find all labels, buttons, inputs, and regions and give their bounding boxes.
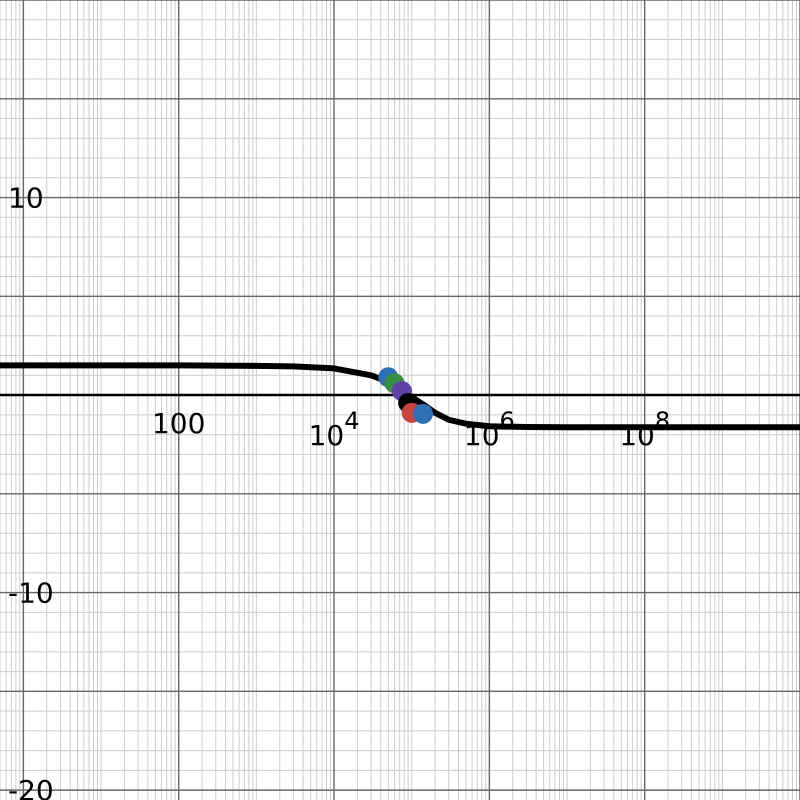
- y-tick-label: 10: [8, 182, 44, 215]
- curves: [0, 362, 800, 431]
- y-tick-label: -10: [8, 577, 54, 610]
- x-tick-label: 106: [464, 407, 515, 452]
- x-tick-label: 100: [152, 407, 205, 440]
- y-tick-label: -20: [8, 774, 54, 800]
- x-tick-label: 108: [619, 407, 670, 452]
- series-line: [0, 362, 800, 431]
- data-point: [413, 403, 434, 424]
- tick-labels: 100 104 106 108 10 -10 -20: [8, 182, 670, 800]
- x-tick-label: 104: [309, 407, 360, 452]
- points: [378, 367, 434, 424]
